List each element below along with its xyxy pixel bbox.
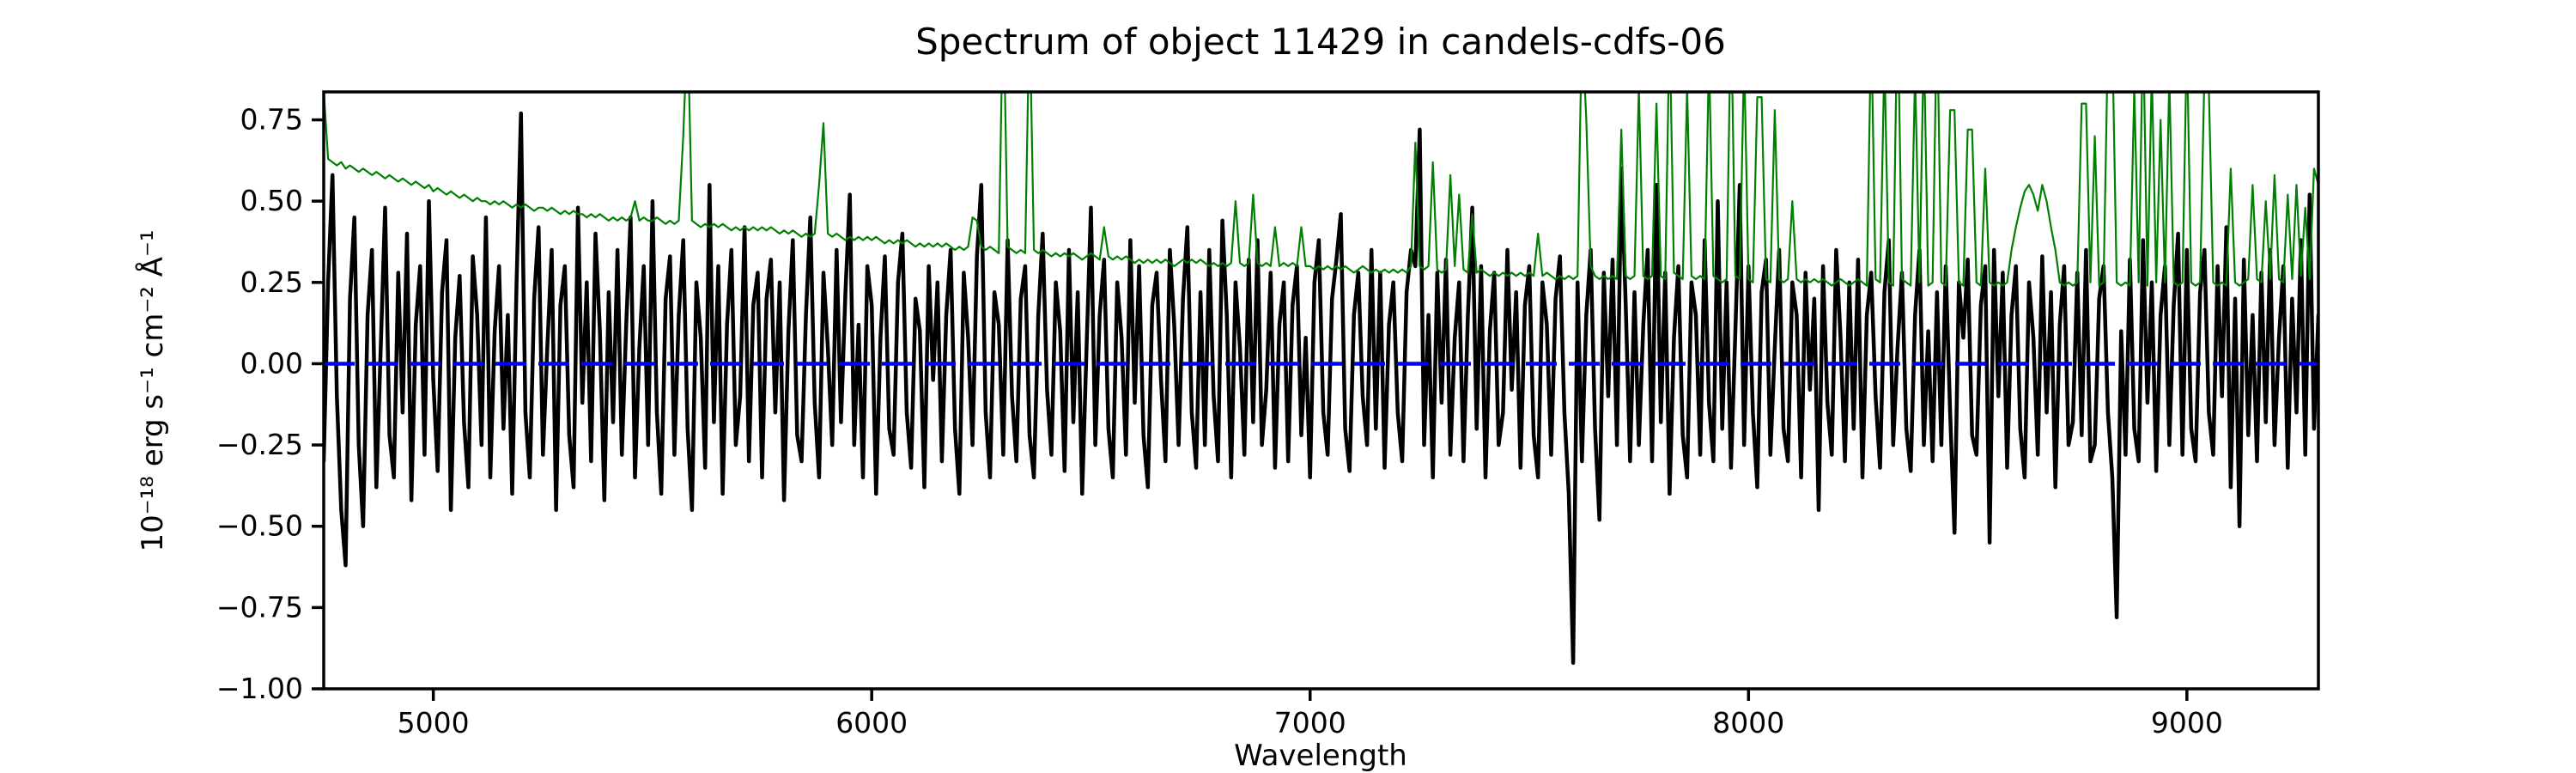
noise-line xyxy=(324,92,2318,287)
y-axis-label: 10⁻¹⁸ erg s⁻¹ cm⁻² Å⁻¹ xyxy=(136,229,170,552)
y-tick-label: 0.25 xyxy=(240,265,303,299)
plot-area xyxy=(324,92,2318,665)
x-tick-label: 6000 xyxy=(835,706,908,740)
y-tick-label: −0.25 xyxy=(216,428,303,461)
y-tick-label: 0.00 xyxy=(240,346,303,380)
x-tick-label: 5000 xyxy=(398,706,470,740)
y-tick-label: −1.00 xyxy=(216,672,303,705)
x-axis-label: Wavelength xyxy=(1234,739,1407,773)
y-tick-label: −0.75 xyxy=(216,590,303,624)
x-tick-label: 7000 xyxy=(1274,706,1346,740)
flux-line xyxy=(324,111,2318,665)
y-tick-label: −0.50 xyxy=(216,509,303,543)
axes-spines xyxy=(322,90,2320,691)
y-tick-label: 0.50 xyxy=(240,184,303,217)
x-tick-label: 8000 xyxy=(1712,706,1784,740)
x-tick-label: 9000 xyxy=(2151,706,2223,740)
y-tick-label: 0.75 xyxy=(240,103,303,137)
chart-title: Spectrum of object 11429 in candels-cdfs… xyxy=(915,21,1726,63)
